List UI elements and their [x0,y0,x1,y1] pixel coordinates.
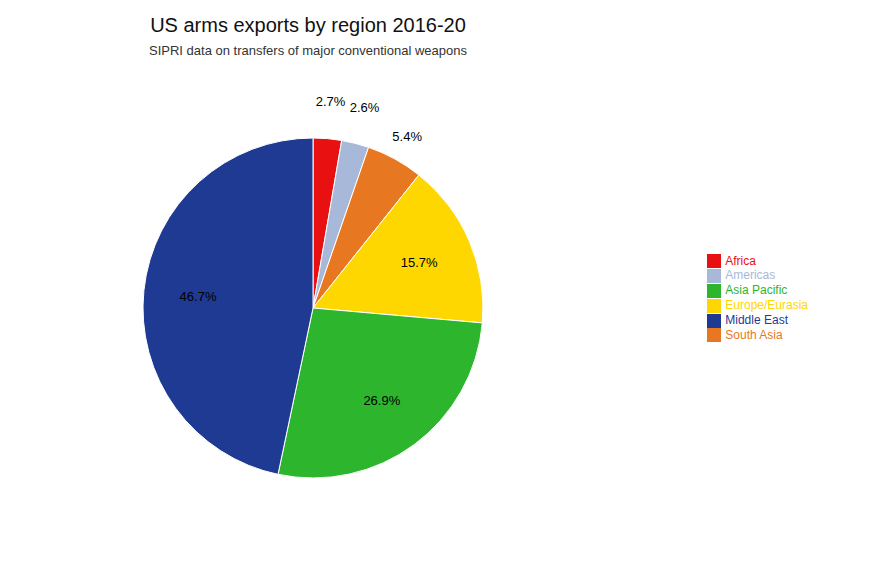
svg-text:26.9%: 26.9% [363,393,400,408]
html-text:Africa: Africa [725,253,756,268]
svg-text:2.7%: 2.7% [316,94,346,109]
html-text:South Asia: South Asia [725,327,783,342]
svg-text:2.6%: 2.6% [350,100,380,115]
svg-text:15.7%: 15.7% [401,255,438,270]
html-text:Americas: Americas [725,268,776,283]
html-text:US arms exports by region 2016: US arms exports by region 2016-20 [150,14,466,36]
svg-text:5.4%: 5.4% [392,129,422,144]
html-text:SIPRI data on transfers of maj: SIPRI data on transfers of major convent… [149,43,467,58]
html-text:Middle East: Middle East [725,312,788,327]
html-text:Europe/Eurasia: Europe/Eurasia [725,298,808,312]
html-text:Asia Pacific: Asia Pacific [725,283,788,298]
svg-text:46.7%: 46.7% [180,289,217,304]
